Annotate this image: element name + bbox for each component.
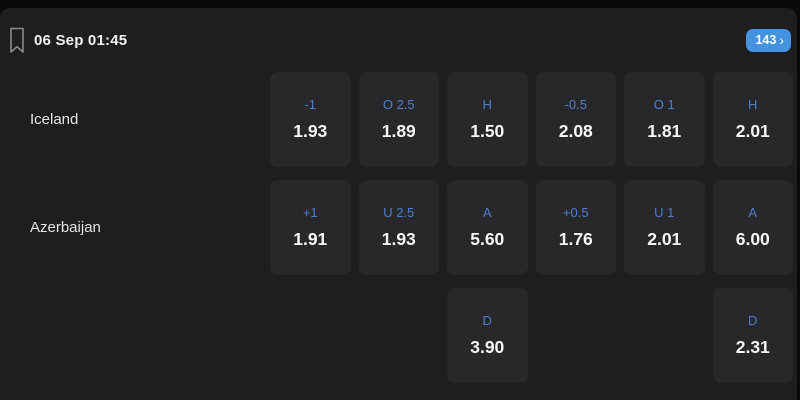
odds-label: H (482, 97, 492, 112)
odds-label: U 1 (654, 205, 675, 220)
odds-label: O 1 (653, 97, 675, 112)
odds-value: 1.50 (470, 121, 505, 141)
odds-cell[interactable]: U 2.5 1.93 (358, 180, 439, 275)
markets-count: 143 (755, 33, 777, 47)
more-markets-button[interactable]: 143 › (746, 28, 791, 52)
odds-label: H (748, 97, 758, 112)
odds-label: +1 (302, 205, 318, 220)
odds-cell (624, 288, 705, 383)
odds-value: 6.00 (735, 229, 770, 249)
odds-cell[interactable]: H 2.01 (712, 72, 793, 167)
bookmark-icon[interactable] (8, 25, 26, 55)
odds-value: 3.90 (470, 337, 505, 357)
odds-value: 1.81 (647, 121, 682, 141)
odds-label: O 2.5 (382, 97, 415, 112)
odds-cell (359, 288, 440, 383)
team-name-draw-row (0, 288, 262, 383)
odds-cell[interactable]: O 1 1.81 (624, 72, 705, 167)
odds-cell[interactable]: -0.5 2.08 (535, 72, 616, 167)
odds-cell[interactable]: +1 1.91 (270, 180, 351, 275)
odds-value: 1.89 (381, 121, 416, 141)
odds-grid: Iceland -1 1.93 O 2.5 1.89 H 1.50 -0.5 2.08 … (0, 72, 797, 383)
odds-label: A (748, 205, 758, 220)
odds-label: U 2.5 (383, 205, 415, 220)
chevron-right-icon: › (779, 31, 784, 48)
odds-value: 2.08 (558, 121, 593, 141)
odds-value: 1.93 (293, 121, 328, 141)
team-name-away: Azerbaijan (30, 219, 101, 236)
odds-cell[interactable]: H 1.50 (447, 72, 528, 167)
odds-cell (536, 288, 617, 383)
kickoff-time: 06 Sep 01:45 (34, 31, 128, 49)
odds-cell[interactable]: O 2.5 1.89 (358, 72, 439, 167)
odds-label: D (482, 313, 492, 328)
odds-label: -0.5 (564, 97, 587, 112)
match-header: 06 Sep 01:45 143 › (0, 25, 797, 55)
odds-label: A (482, 205, 492, 220)
odds-value: 1.93 (381, 229, 416, 249)
odds-value: 1.91 (293, 229, 328, 249)
odds-label: -1 (304, 97, 317, 112)
odds-cell[interactable]: D 3.90 (447, 288, 528, 383)
odds-cell[interactable]: A 5.60 (447, 180, 528, 275)
odds-cell[interactable]: D 2.31 (712, 288, 793, 383)
odds-value: 2.31 (735, 337, 770, 357)
match-card: 06 Sep 01:45 143 › Iceland -1 1.93 O 2.5 1… (0, 8, 797, 400)
odds-value: 5.60 (470, 229, 505, 249)
odds-cell[interactable]: -1 1.93 (270, 72, 351, 167)
odds-value: 1.76 (558, 229, 593, 249)
odds-cell[interactable]: A 6.00 (712, 180, 793, 275)
odds-label: D (748, 313, 758, 328)
odds-cell[interactable]: U 1 2.01 (624, 180, 705, 275)
odds-cell (270, 288, 351, 383)
odds-label: +0.5 (562, 205, 589, 220)
odds-value: 2.01 (735, 121, 770, 141)
odds-cell[interactable]: +0.5 1.76 (535, 180, 616, 275)
odds-value: 2.01 (647, 229, 682, 249)
team-name-home: Iceland (30, 111, 79, 128)
